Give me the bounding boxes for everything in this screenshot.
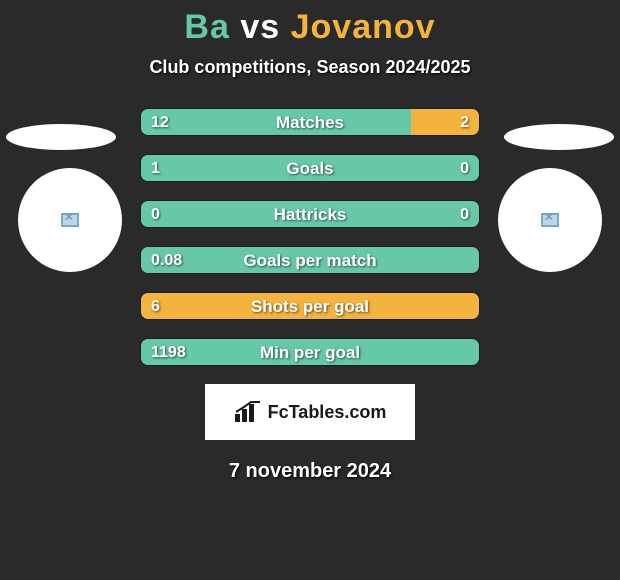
player1-name: Ba [184,8,229,46]
stat-row: 1198Min per goal [140,338,480,366]
stat-row: 122Matches [140,108,480,136]
player2-badge [498,168,602,272]
placeholder-icon [541,213,559,227]
brand-text: FcTables.com [268,402,387,423]
player1-badge [18,168,122,272]
comparison-card: Ba vs Jovanov Club competitions, Season … [0,0,620,483]
stat-label: Goals per match [141,247,479,274]
stat-label: Hattricks [141,201,479,228]
brand-badge: FcTables.com [205,384,415,440]
decor-ellipse-left [6,124,116,150]
decor-ellipse-right [504,124,614,150]
stat-label: Matches [141,109,479,136]
stat-row: 10Goals [140,154,480,182]
stat-bars: 122Matches 10Goals 00Hattricks 0.08Goals pe… [140,108,480,366]
stat-row: 6Shots per goal [140,292,480,320]
card-date: 7 november 2024 [0,460,620,483]
brand-icon [234,401,262,423]
stat-label: Min per goal [141,339,479,366]
stat-row: 00Hattricks [140,200,480,228]
stat-label: Goals [141,155,479,182]
placeholder-icon [61,213,79,227]
stat-label: Shots per goal [141,293,479,320]
stat-row: 0.08Goals per match [140,246,480,274]
card-title: Ba vs Jovanov [0,8,620,47]
player2-name: Jovanov [291,8,436,46]
card-subtitle: Club competitions, Season 2024/2025 [0,57,620,78]
vs-separator: vs [240,8,280,46]
